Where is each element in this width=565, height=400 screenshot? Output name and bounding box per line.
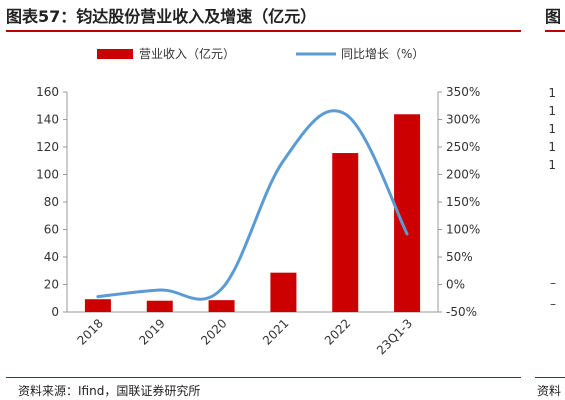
left-tick-label: 20 (44, 278, 59, 292)
revenue-bar (332, 153, 359, 312)
left-tick-label: 0 (51, 305, 59, 319)
legend-revenue-label: 营业收入（亿元） (139, 46, 235, 61)
left-tick-label: 100 (36, 168, 59, 182)
title-rule (6, 30, 521, 32)
legend-growth-label: 同比增长（%） (341, 47, 424, 61)
left-tick-label: 40 (44, 250, 59, 264)
right-tick-label: 250% (446, 140, 480, 154)
adjacent-tick-label: 1 (548, 158, 556, 172)
x-tick-label: 2019 (136, 316, 167, 347)
right-tick-label: 300% (446, 113, 480, 127)
right-tick-label: -50% (446, 305, 477, 319)
growth-line-path (96, 109, 409, 301)
x-axis-labels: 2018 2019 2020 2021 2022 23Q1-3 (75, 316, 416, 357)
right-tick-label: 100% (446, 223, 480, 237)
adjacent-source-rule (535, 377, 565, 378)
revenue-bar (146, 300, 173, 312)
revenue-bar (270, 272, 297, 312)
adjacent-tick-label: – (550, 276, 556, 290)
adjacent-title-rule (545, 30, 565, 32)
x-tick-label: 2022 (322, 316, 353, 347)
adjacent-source-note: 资料 (537, 384, 562, 398)
right-tick-label: 50% (446, 250, 473, 264)
figure-title: 图表57：钧达股份营业收入及增速（亿元） (6, 7, 317, 26)
adjacent-tick-label: 1 (548, 122, 556, 136)
revenue-bar (84, 299, 111, 312)
left-tick-label: 80 (44, 195, 59, 209)
left-tick-label: 140 (36, 113, 59, 127)
adjacent-tick-label: 1 (548, 86, 556, 100)
right-tick-label: 0% (446, 278, 465, 292)
revenue-bars (84, 114, 421, 313)
left-tick-label: 60 (44, 223, 59, 237)
adjacent-tick-label: 1 (548, 104, 556, 118)
adjacent-chart-fragment: 1 1 1 1 1 – – (548, 86, 556, 311)
legend: 营业收入（亿元） 同比增长（%） (97, 46, 424, 61)
adjacent-tick-label: – (550, 297, 556, 311)
left-tick-label: 160 (36, 85, 59, 99)
left-tick-label: 120 (36, 140, 59, 154)
x-tick-label: 2021 (260, 316, 291, 347)
source-rule (6, 377, 521, 378)
x-tick-label: 23Q1-3 (374, 316, 415, 357)
right-tick-label: 350% (446, 85, 480, 99)
right-tick-label: 200% (446, 168, 480, 182)
x-tick-label: 2020 (198, 316, 229, 347)
adjacent-tick-label: 1 (548, 140, 556, 154)
x-tick-label: 2018 (75, 316, 106, 347)
axes: 0 20 40 60 80 100 120 140 160 -50% 0% 50% 100% 150% 20… (36, 85, 480, 319)
adjacent-figure-title: 图 (545, 7, 562, 26)
source-note: 资料来源：Ifind，国联证券研究所 (18, 384, 201, 398)
revenue-bar (208, 300, 235, 312)
growth-line (96, 109, 409, 301)
legend-revenue-swatch (97, 49, 133, 59)
right-tick-label: 150% (446, 195, 480, 209)
